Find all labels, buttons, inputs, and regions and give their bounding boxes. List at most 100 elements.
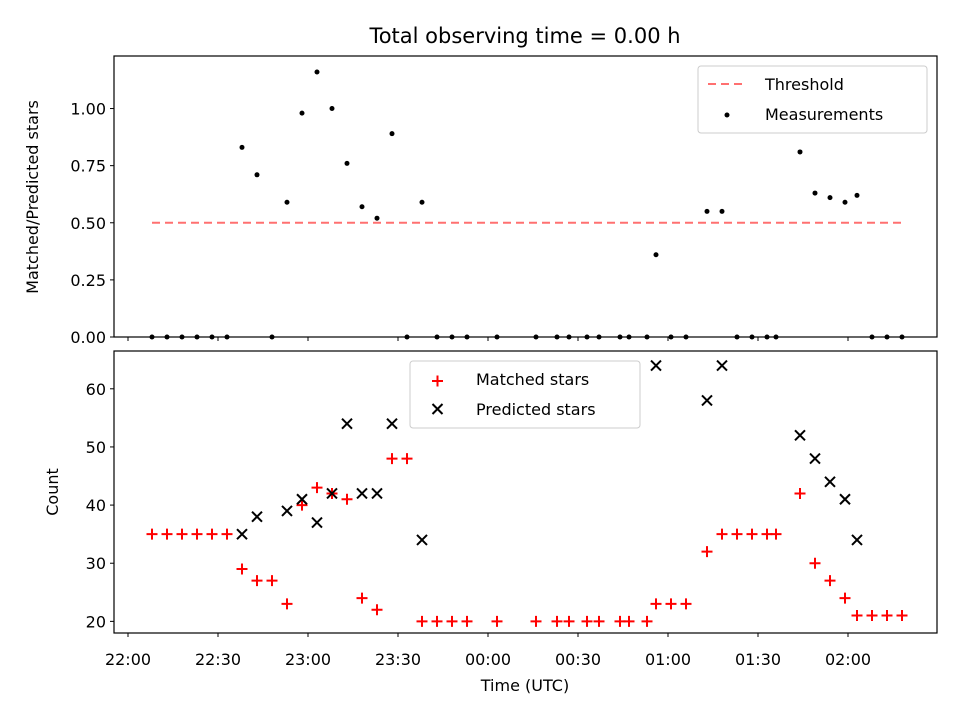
predicted-star-point xyxy=(386,417,398,430)
predicted-star-point xyxy=(416,534,428,546)
x-axis-label: Time (UTC) xyxy=(480,676,569,695)
matched-star-point xyxy=(581,615,593,627)
matched-star-point xyxy=(311,482,323,494)
x-tick-label: 22:00 xyxy=(105,650,151,669)
x-tick-label: 23:30 xyxy=(375,650,421,669)
measurement-point xyxy=(566,334,572,340)
bottom-plot: 22:00 22:30 23:00 23:30 00:00 00:30 01:00 01:30… xyxy=(43,350,938,695)
matched-star-point xyxy=(530,615,542,627)
matched-star-point xyxy=(266,575,278,587)
predicted-star-point xyxy=(650,359,662,372)
measurement-point xyxy=(668,334,674,340)
top-y-tick-label: 0.75 xyxy=(70,157,106,176)
matched-star-point xyxy=(701,546,713,558)
predicted-star-point xyxy=(251,511,263,523)
matched-star-point xyxy=(251,575,263,587)
measurements-legend-label: Measurements xyxy=(765,105,883,124)
predicted-star-point xyxy=(236,528,248,540)
matched-star-point xyxy=(401,453,413,465)
measurement-point xyxy=(596,334,602,340)
measurement-point xyxy=(812,190,818,196)
measurements-legend-swatch xyxy=(724,112,730,118)
matched-star-point xyxy=(680,598,692,610)
matched-star-point xyxy=(839,592,851,604)
matched-star-point xyxy=(641,615,653,627)
measurement-points xyxy=(149,69,905,340)
x-tick-label: 01:00 xyxy=(645,650,691,669)
measurement-point xyxy=(374,215,380,221)
bottom-x-ticks: 22:00 22:30 23:00 23:30 00:00 00:30 01:00 01:30… xyxy=(105,633,871,669)
top-y-tick-label: 0.50 xyxy=(70,214,106,233)
measurement-point xyxy=(209,334,215,340)
matched-star-point xyxy=(461,615,473,627)
measurement-point xyxy=(869,334,875,340)
matched-star-point xyxy=(881,610,893,622)
matched-star-point xyxy=(746,528,758,540)
measurement-point xyxy=(494,334,500,340)
measurement-point xyxy=(344,160,350,166)
x-tick-label: 00:30 xyxy=(555,650,601,669)
matched-star-point xyxy=(341,493,353,505)
top-y-tick-label: 0.25 xyxy=(70,271,106,290)
measurement-point xyxy=(584,334,590,340)
matched-star-point xyxy=(665,598,677,610)
measurement-point xyxy=(464,334,470,340)
measurement-point xyxy=(299,110,305,116)
predicted-star-point xyxy=(824,476,836,488)
matched-legend-label: Matched stars xyxy=(476,370,589,389)
matched-star-point xyxy=(491,615,503,627)
matched-star-point xyxy=(623,615,635,627)
predicted-star-point xyxy=(839,493,851,505)
measurement-point xyxy=(719,208,725,214)
measurement-point xyxy=(653,252,659,258)
predicted-star-point xyxy=(296,493,308,505)
measurement-point xyxy=(419,199,425,205)
predicted-star-point xyxy=(701,394,713,407)
measurement-point xyxy=(329,106,335,112)
measurement-point xyxy=(773,334,779,340)
matched-star-point xyxy=(236,563,248,575)
bottom-y-tick-label: 30 xyxy=(86,554,106,573)
measurement-point xyxy=(149,334,155,340)
x-tick-label: 02:00 xyxy=(825,650,871,669)
matched-star-point xyxy=(866,610,878,622)
matched-star-point xyxy=(650,598,662,610)
predicted-star-point xyxy=(809,452,821,465)
measurement-point xyxy=(683,334,689,340)
measurement-point xyxy=(254,172,260,178)
matched-star-point xyxy=(206,528,218,540)
matched-star-point xyxy=(281,598,293,610)
threshold-legend-label: Threshold xyxy=(764,75,844,94)
matched-star-point xyxy=(824,575,836,587)
measurement-point xyxy=(194,334,200,340)
matched-star-point xyxy=(593,615,605,627)
measurement-point xyxy=(269,334,275,340)
predicted-star-point xyxy=(716,359,728,372)
matched-legend-swatch xyxy=(432,375,443,387)
measurement-point xyxy=(554,334,560,340)
measurement-point xyxy=(644,334,650,340)
bottom-y-tick-label: 20 xyxy=(86,612,106,631)
matched-star-point xyxy=(731,528,743,540)
x-tick-label: 00:00 xyxy=(465,650,511,669)
predicted-star-point xyxy=(326,487,338,500)
measurement-point xyxy=(827,195,833,201)
matched-star-point xyxy=(176,528,188,540)
predicted-star-point xyxy=(356,487,368,500)
measurement-point xyxy=(179,334,185,340)
measurement-point xyxy=(899,334,905,340)
measurement-point xyxy=(314,69,320,75)
predicted-star-point xyxy=(341,417,353,430)
x-tick-label: 22:30 xyxy=(195,650,241,669)
matched-star-point xyxy=(161,528,173,540)
bottom-legend-box xyxy=(409,360,641,429)
measurement-point xyxy=(884,334,890,340)
matched-star-point xyxy=(563,615,575,627)
measurement-point xyxy=(797,149,803,155)
measurement-point xyxy=(389,131,395,137)
measurement-point xyxy=(239,144,245,150)
x-tick-label: 23:00 xyxy=(285,650,331,669)
predicted-star-point xyxy=(281,505,293,517)
measurement-point xyxy=(533,334,539,340)
matched-star-point xyxy=(296,499,308,511)
